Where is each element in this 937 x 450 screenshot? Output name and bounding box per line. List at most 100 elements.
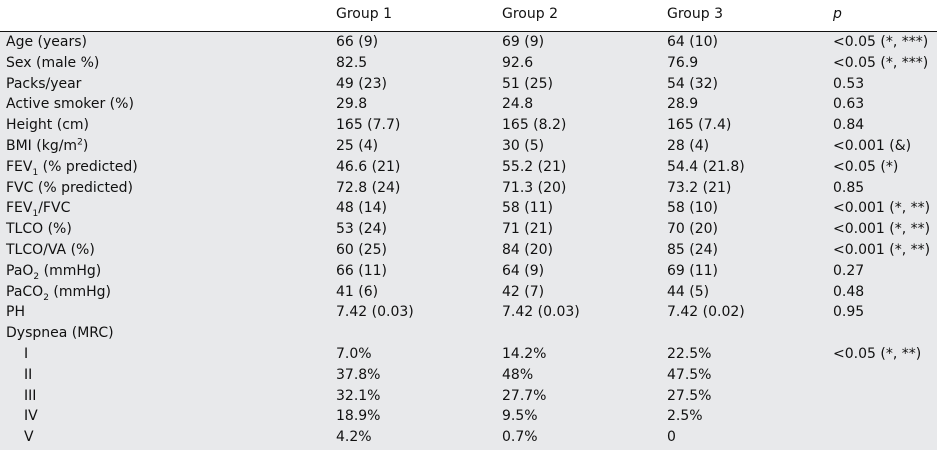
cell-g2: 71 (21) — [502, 221, 554, 238]
cell-g2: 71.3 (20) — [502, 179, 567, 196]
cell-g2: 30 (5) — [502, 138, 545, 154]
row-label: I — [24, 346, 29, 362]
header-p: p — [833, 6, 842, 22]
cell-g2: 165 (8.2) — [502, 117, 567, 134]
cell-g1: 66 (9) — [336, 34, 379, 50]
cell-g1: 165 (7.7) — [336, 117, 401, 134]
cell-g3: 64 (10) — [667, 34, 719, 50]
row-label: III — [24, 387, 37, 404]
row-label: PaO2 (mmHg) — [6, 262, 102, 282]
cell-g2: 58 (11) — [502, 200, 554, 217]
cell-g1: 18.9% — [336, 408, 381, 425]
cell-p: <0.001 (*, **) — [833, 242, 931, 258]
row-label: PaCO2 (mmHg) — [6, 283, 111, 303]
label-subscript: 2 — [33, 271, 40, 282]
label-text: /FVC — [38, 200, 71, 217]
label-text: PaO — [6, 262, 34, 279]
row-label: Height (cm) — [6, 117, 89, 134]
cell-g1: 48 (14) — [336, 200, 388, 217]
cell-p: 0.95 — [833, 304, 865, 321]
cell-p: 0.53 — [833, 75, 865, 92]
row-label: Sex (male %) — [6, 54, 100, 71]
row-label: FVC (% predicted) — [6, 179, 133, 196]
cell-p: <0.05 (*, **) — [833, 346, 922, 362]
cell-g1: 41 (6) — [336, 283, 379, 300]
cell-g3: 7.42 (0.02) — [667, 304, 745, 321]
row-label: FEV1 (% predicted) — [6, 158, 138, 178]
cell-p: <0.001 (*, **) — [833, 200, 931, 217]
cell-g2: 7.42 (0.03) — [502, 304, 580, 321]
row-label: PH — [6, 304, 25, 321]
cell-g2: 51 (25) — [502, 75, 554, 92]
cell-g1: 53 (24) — [336, 221, 388, 238]
label-superscript: 2 — [77, 137, 83, 148]
header-rule — [0, 31, 937, 32]
label-text: BMI (kg/m — [6, 138, 78, 154]
row-label: Packs/year — [6, 75, 82, 92]
label-text: (mmHg) — [48, 283, 111, 300]
label-text: (mmHg) — [39, 262, 102, 279]
row-label: Dyspnea (MRC) — [6, 325, 114, 342]
cell-p: <0.001 (&) — [833, 138, 912, 154]
row-label: II — [24, 366, 33, 383]
cell-g1: 25 (4) — [336, 138, 379, 154]
cell-g3: 44 (5) — [667, 283, 710, 300]
cell-g3: 22.5% — [667, 346, 712, 362]
row-label: IV — [24, 408, 38, 425]
label-subscript: 1 — [32, 209, 39, 220]
cell-g1: 60 (25) — [336, 242, 388, 258]
cell-g1: 32.1% — [336, 387, 381, 404]
cell-g3: 58 (10) — [667, 200, 719, 217]
cell-g3: 69 (11) — [667, 262, 719, 279]
cell-g1: 66 (11) — [336, 262, 388, 279]
cell-g1: 72.8 (24) — [336, 179, 401, 196]
row-label: Age (years) — [6, 34, 87, 50]
cell-g3: 54.4 (21.8) — [667, 158, 745, 175]
header-group-3: Group 3 — [667, 6, 723, 22]
cell-g3: 54 (32) — [667, 75, 719, 92]
table-body-band — [0, 31, 937, 450]
row-label: FEV1/FVC — [6, 199, 71, 220]
cell-g3: 28.9 — [667, 96, 699, 113]
cell-g2: 55.2 (21) — [502, 158, 567, 175]
cell-g3: 76.9 — [667, 54, 699, 71]
cell-p: 0.85 — [833, 179, 865, 196]
cell-g3: 0 — [667, 429, 676, 446]
label-text: (% predicted) — [38, 158, 138, 175]
label-text: FEV — [6, 200, 33, 217]
cell-p: 0.84 — [833, 117, 865, 134]
cell-g2: 84 (20) — [502, 242, 554, 258]
table-header-band — [0, 0, 937, 31]
cell-g1: 7.0% — [336, 346, 372, 362]
row-label: Active smoker (%) — [6, 96, 134, 113]
row-label: BMI (kg/m2) — [6, 137, 88, 155]
cell-g2: 14.2% — [502, 346, 547, 362]
header-group-1: Group 1 — [336, 6, 392, 22]
cell-g3: 27.5% — [667, 387, 712, 404]
cell-g1: 82.5 — [336, 54, 368, 71]
cell-g3: 47.5% — [667, 366, 712, 383]
label-subscript: 2 — [43, 292, 49, 303]
label-text: ) — [82, 138, 89, 154]
cell-g2: 24.8 — [502, 96, 534, 113]
cell-p: 0.27 — [833, 262, 865, 279]
cell-g1: 37.8% — [336, 366, 381, 383]
cell-g2: 0.7% — [502, 429, 538, 446]
cell-p: <0.05 (*, ***) — [833, 34, 929, 50]
cell-g3: 85 (24) — [667, 242, 719, 258]
cell-p: <0.001 (*, **) — [833, 221, 931, 238]
cell-g1: 46.6 (21) — [336, 158, 401, 175]
cell-g1: 29.8 — [336, 96, 368, 113]
cell-g3: 73.2 (21) — [667, 179, 732, 196]
cell-g1: 7.42 (0.03) — [336, 304, 414, 321]
cell-g3: 70 (20) — [667, 221, 719, 238]
cell-g2: 27.7% — [502, 387, 547, 404]
cell-g1: 4.2% — [336, 429, 372, 446]
label-text: FEV — [6, 158, 33, 175]
header-group-2: Group 2 — [502, 6, 558, 22]
cell-g2: 48% — [502, 366, 534, 383]
cell-g3: 165 (7.4) — [667, 117, 732, 134]
label-subscript: 1 — [32, 167, 39, 178]
row-label: V — [24, 429, 34, 446]
